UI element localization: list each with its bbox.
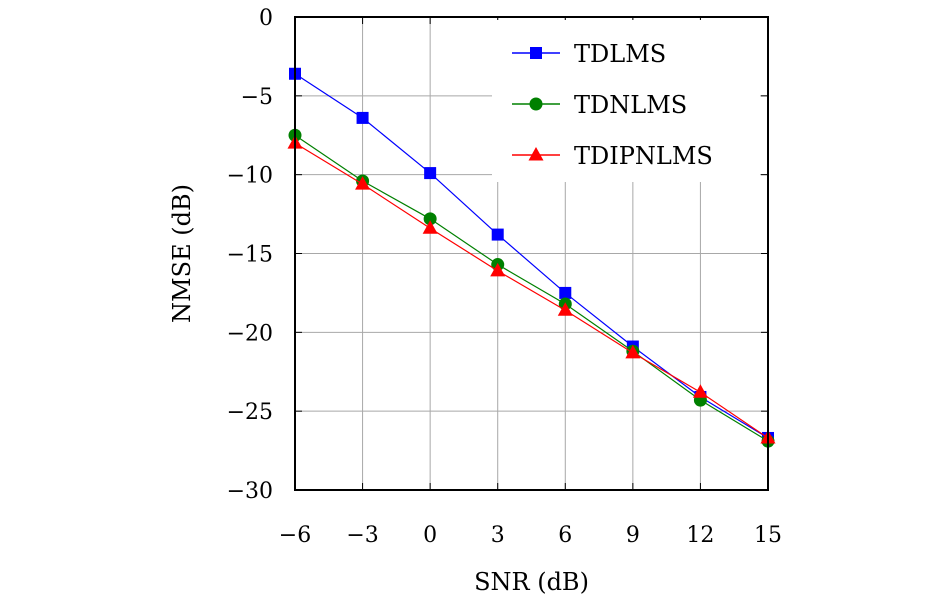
legend: TDLMS TDNLMS TDIPNLMS <box>492 20 760 182</box>
x-tick-label: 6 <box>558 523 572 548</box>
y-tick-label: 0 <box>259 6 273 31</box>
x-tick-label: 15 <box>754 523 782 548</box>
x-axis-label: SNR (dB) <box>474 568 589 596</box>
series-line <box>294 73 769 439</box>
legend-item-tdipnlms: TDIPNLMS <box>512 142 713 170</box>
x-tick-label: 9 <box>626 523 640 548</box>
data-point <box>490 262 506 277</box>
series-line <box>294 142 769 439</box>
data-point <box>491 228 504 241</box>
legend-marker <box>529 97 543 111</box>
legend-item-tdnlms: TDNLMS <box>512 91 687 119</box>
data-point <box>424 167 437 180</box>
x-tick-label: 12 <box>686 523 714 548</box>
y-axis-label: NMSE (dB) <box>168 184 196 323</box>
data-point <box>625 344 641 359</box>
legend-marker <box>530 47 542 59</box>
y-tick-label: −30 <box>227 479 273 504</box>
x-tick-label: 0 <box>423 523 437 548</box>
y-tick-label: −20 <box>227 321 273 346</box>
legend-label: TDLMS <box>574 40 666 68</box>
legend-label: TDNLMS <box>574 91 687 119</box>
legend-marker <box>528 147 544 161</box>
data-point <box>423 212 437 226</box>
data-point <box>422 220 438 234</box>
data-point <box>692 384 708 398</box>
legend-label: TDIPNLMS <box>574 142 713 170</box>
y-tick-label: −10 <box>227 164 273 189</box>
x-tick-label: −6 <box>279 523 311 548</box>
data-point <box>557 302 573 316</box>
data-point <box>559 286 572 299</box>
ticks: −6 −3 0 3 6 9 12 150−5−10−15−20−25−30 <box>227 6 782 548</box>
y-tick-label: −5 <box>241 85 273 110</box>
legend-item-tdlms: TDLMS <box>512 40 666 68</box>
series-line <box>294 134 769 442</box>
data-point <box>355 176 371 190</box>
data-point <box>356 111 369 124</box>
x-tick-label: −3 <box>346 523 378 548</box>
y-tick-label: −25 <box>227 400 273 425</box>
y-tick-label: −15 <box>227 243 273 268</box>
x-tick-label: 3 <box>491 523 505 548</box>
